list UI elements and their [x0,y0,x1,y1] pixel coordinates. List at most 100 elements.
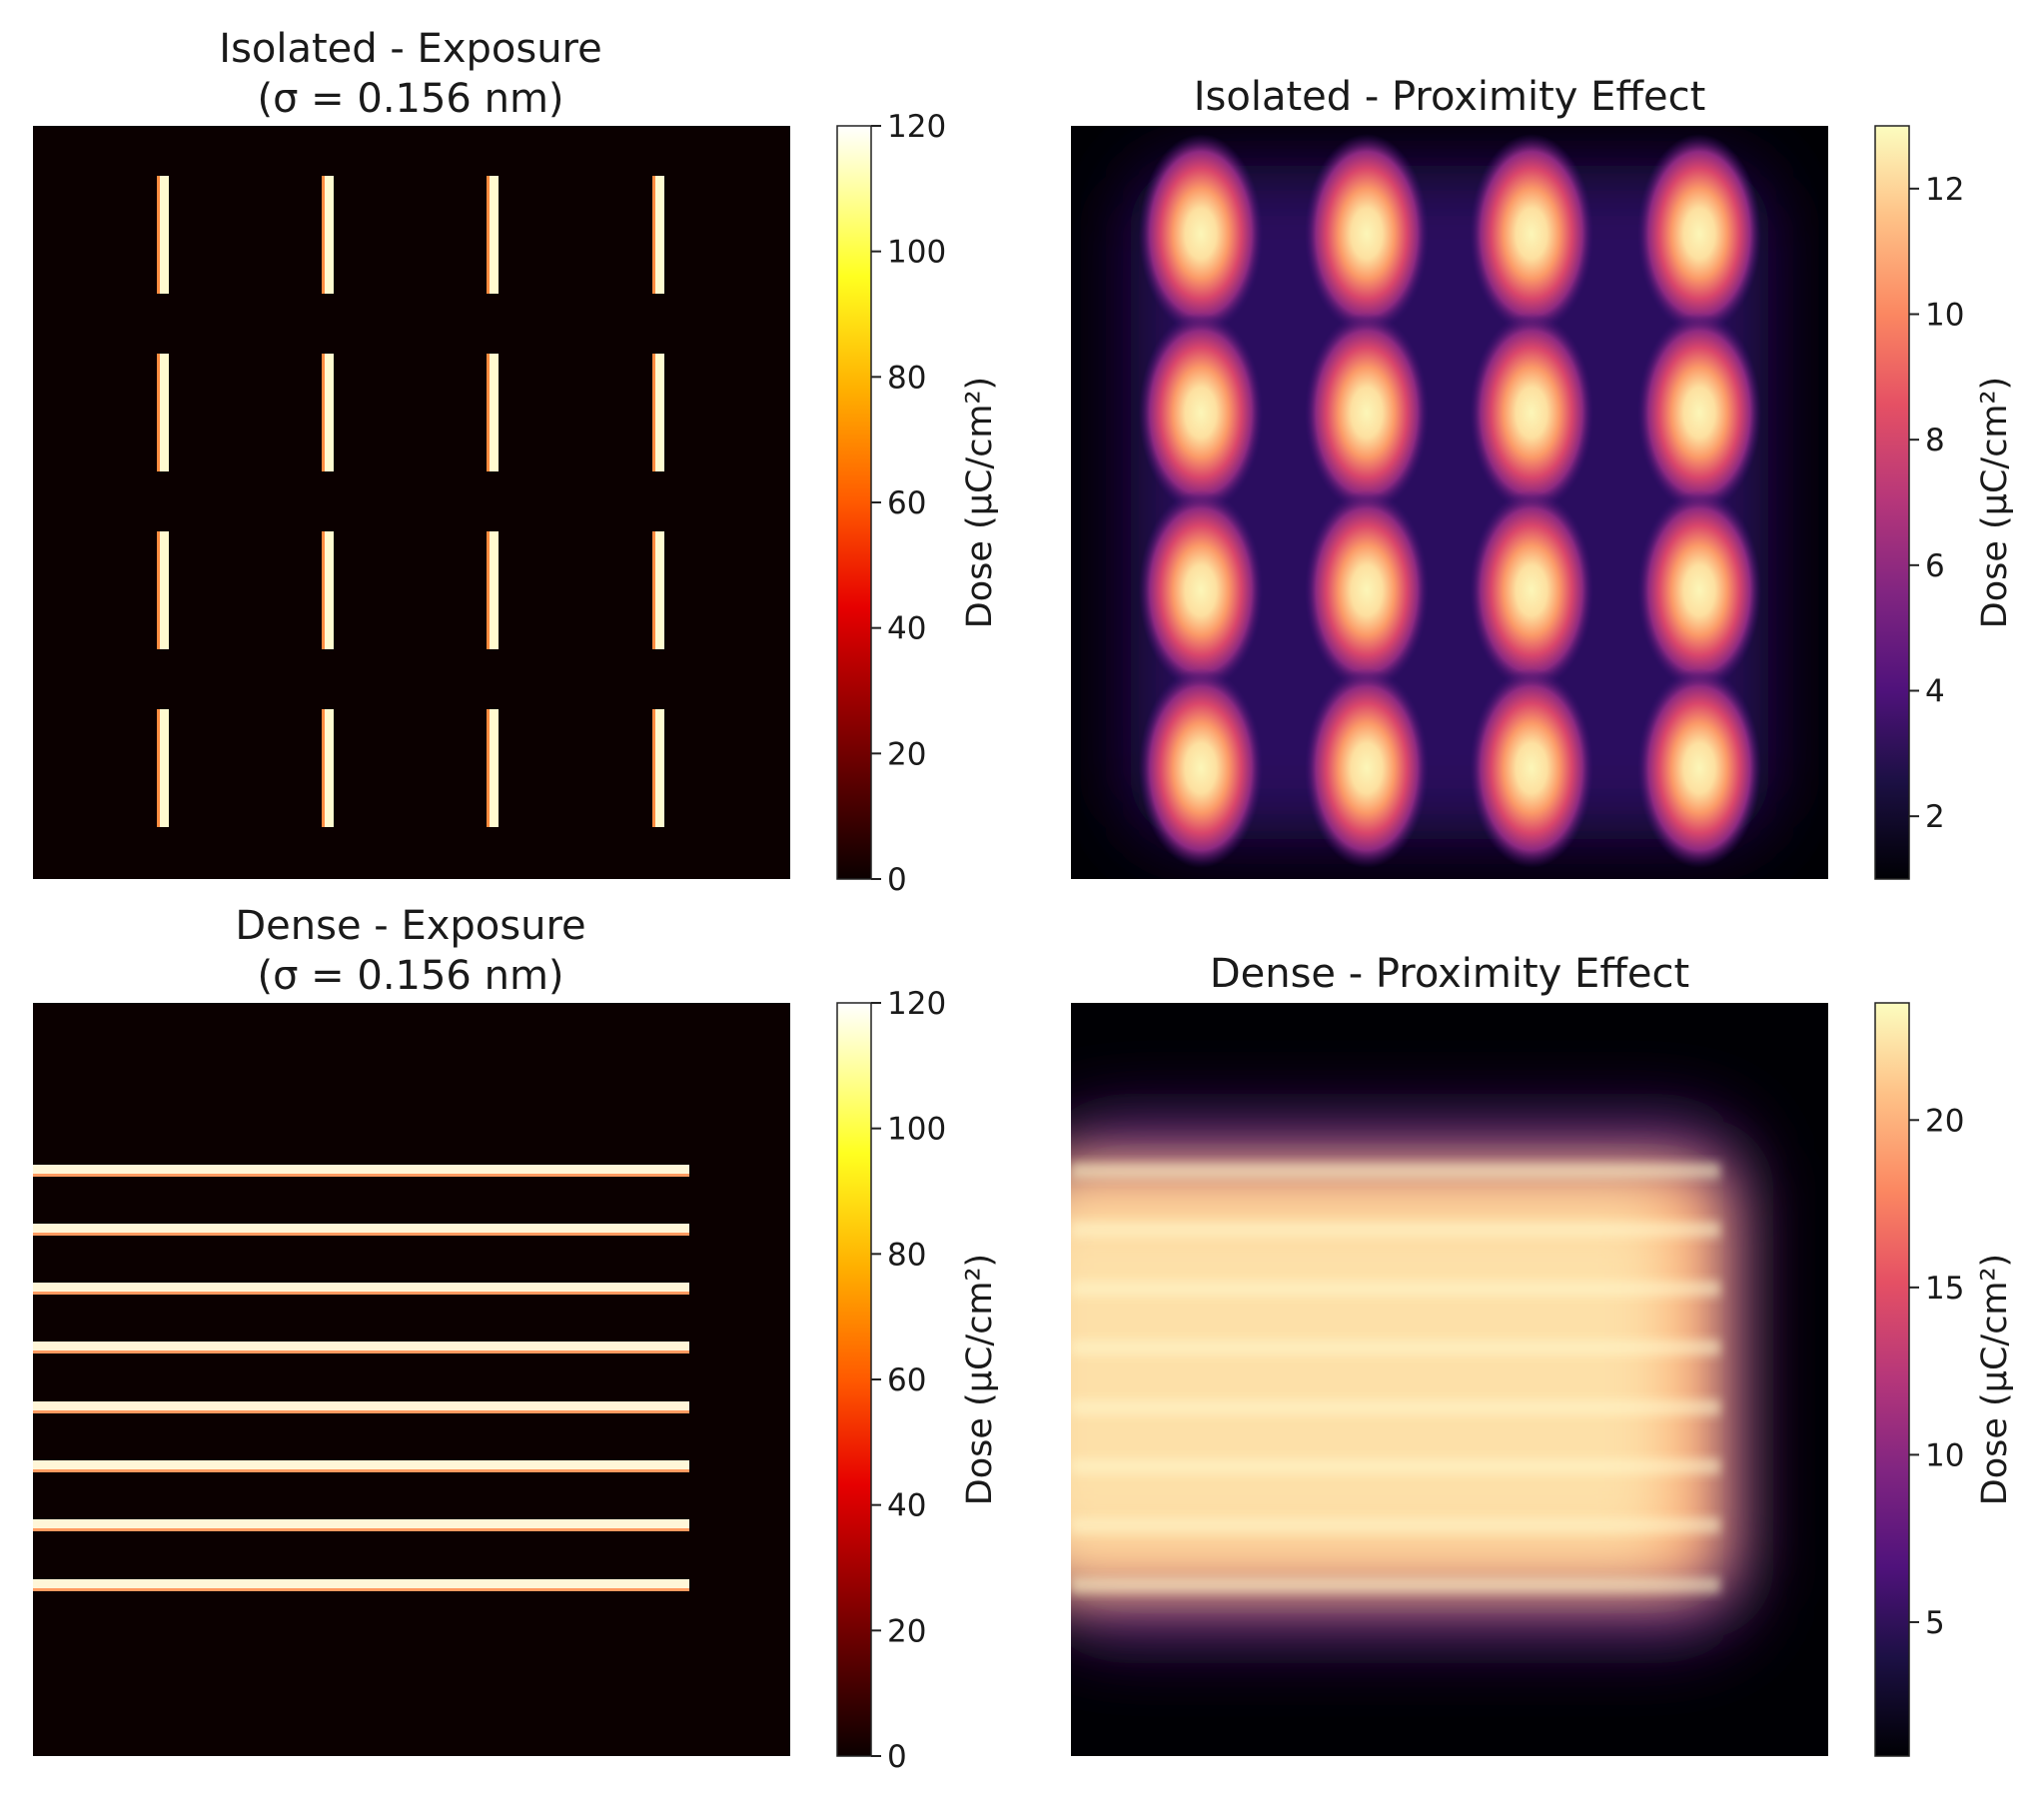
colorbar [836,125,872,880]
colorbar-tick-label: 60 [887,1362,926,1398]
proximity-stripe [1071,1222,1720,1238]
panel-subtitle: (σ = 0.156 nm) [257,953,563,999]
colorbar-tick-label: 40 [887,611,926,647]
proximity-spot [1139,313,1263,512]
colorbar-ticks: 2 4 6 8 10 12 [1909,172,1964,835]
panel-title: Dense - Proximity Effect [1210,951,1689,997]
exposure-line-edge [33,1350,689,1353]
panel-title: Dense - Exposure [235,903,585,949]
colorbar-tick-label: 5 [1925,1605,1945,1641]
colorbar-ticks: 0 20 40 60 80 100 120 [871,109,946,898]
exposure-line-edge [157,176,160,294]
panel-dense-proximity: Dense - Proximity Effect 5 10 15 20 Dose (μ… [1071,951,2015,1757]
proximity-stripe [1071,1399,1720,1415]
proximity-spot [1305,668,1429,868]
proximity-spot [1470,668,1593,868]
exposure-line-edge [33,1410,689,1413]
proximity-stripe [1071,1458,1720,1474]
colorbar-ticks: 0 20 40 60 80 100 120 [871,986,946,1775]
colorbar-tick-label: 2 [1925,799,1945,835]
colorbar-tick-label: 120 [887,986,946,1022]
colorbar [1874,125,1910,880]
exposure-line-edge [652,531,655,649]
exposure-lines [33,1165,689,1591]
colorbar-label: Dose (μC/cm²) [1975,1254,2015,1505]
colorbar [836,1002,872,1757]
proximity-spot [1139,134,1263,334]
colorbar-label: Dose (μC/cm²) [960,1254,1000,1505]
exposure-line-edge [33,1233,689,1236]
proximity-spot [1305,490,1429,690]
proximity-spot [1305,313,1429,512]
exposure-line-edge [33,1588,689,1591]
exposure-line-edge [157,354,160,471]
heatmap-area [33,126,790,879]
exposure-line-edge [157,709,160,827]
proximity-stripe [1071,1163,1720,1179]
colorbar-tick-label: 0 [887,862,907,898]
proximity-halo [1131,166,1768,839]
exposure-line-edge [487,176,490,294]
proximity-spot [1139,668,1263,868]
proximity-stripes [1071,1163,1720,1593]
colorbar-tick-label: 60 [887,485,926,521]
colorbar [1874,1002,1910,1757]
colorbar-tick-label: 80 [887,360,926,396]
exposure-line-edge [33,1174,689,1177]
proximity-plateau [1071,1194,1673,1563]
proximity-stripe [1071,1577,1720,1593]
colorbar-tick-label: 20 [887,736,926,772]
proximity-stripe [1071,1281,1720,1297]
exposure-line-edge [652,709,655,827]
exposure-line-edge [322,531,325,649]
colorbar-tick-label: 12 [1925,172,1964,208]
exposure-line-edge [33,1292,689,1295]
colorbar-label: Dose (μC/cm²) [1975,377,2015,628]
proximity-spot [1637,668,1761,868]
colorbar-tick-label: 8 [1925,423,1945,458]
panel-subtitle: (σ = 0.156 nm) [257,76,563,122]
colorbar-tick-label: 20 [887,1613,926,1649]
panel-dense-exposure: Dense - Exposure (σ = 0.156 nm) 0 20 40 60 8… [33,903,1000,1775]
proximity-spot [1470,490,1593,690]
exposure-line-edge [322,354,325,471]
colorbar-tick-label: 40 [887,1488,926,1524]
proximity-spots [1139,134,1761,868]
exposure-line-edge [652,176,655,294]
exposure-line-edge [33,1528,689,1531]
proximity-spot [1139,490,1263,690]
panel-title: Isolated - Proximity Effect [1194,74,1706,120]
colorbar-tick-label: 20 [1925,1103,1964,1139]
proximity-spot [1470,313,1593,512]
exposure-line-edge [487,354,490,471]
colorbar-tick-label: 10 [1925,298,1964,334]
proximity-spot [1637,313,1761,512]
colorbar-tick-label: 0 [887,1739,907,1775]
colorbar-tick-label: 100 [887,235,946,271]
proximity-spot [1637,134,1761,334]
panel-isolated-exposure: Isolated - Exposure (σ = 0.156 nm) 0 20 40… [33,26,1000,898]
proximity-stripe [1071,1340,1720,1355]
panel-title: Isolated - Exposure [219,26,601,72]
colorbar-tick-label: 120 [887,109,946,145]
proximity-stripe [1071,1517,1720,1533]
exposure-line-edge [322,176,325,294]
colorbar-tick-label: 100 [887,1112,946,1148]
colorbar-tick-label: 6 [1925,548,1945,584]
exposure-line-edge [157,531,160,649]
colorbar-tick-label: 80 [887,1237,926,1273]
colorbar-label: Dose (μC/cm²) [960,377,1000,628]
colorbar-tick-label: 10 [1925,1437,1964,1473]
exposure-line-edge [652,354,655,471]
exposure-line-edge [487,531,490,649]
proximity-spot [1470,134,1593,334]
colorbar-tick-label: 15 [1925,1271,1964,1307]
colorbar-tick-label: 4 [1925,674,1945,710]
proximity-spot [1305,134,1429,334]
exposure-line-edge [33,1469,689,1472]
exposure-line-edge [487,709,490,827]
exposure-line-edge [322,709,325,827]
heatmap-area [33,1003,790,1756]
colorbar-ticks: 5 10 15 20 [1909,1103,1964,1641]
